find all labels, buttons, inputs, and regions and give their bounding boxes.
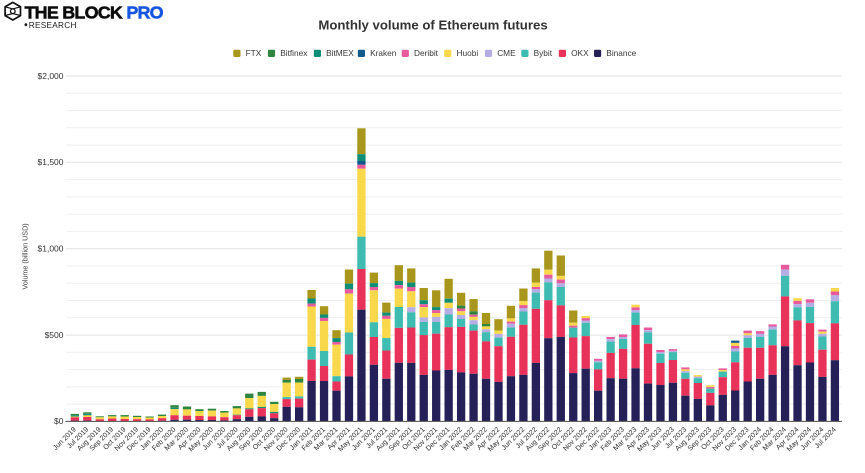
- svg-text:Binance: Binance: [606, 48, 636, 58]
- svg-text:Bitfinex: Bitfinex: [280, 48, 308, 58]
- svg-text:$1,000: $1,000: [38, 244, 64, 254]
- svg-text:$500: $500: [45, 330, 64, 340]
- svg-text:CME: CME: [497, 48, 516, 58]
- svg-text:FTX: FTX: [246, 48, 262, 58]
- svg-text:Deribit: Deribit: [414, 48, 439, 58]
- svg-text:RESEARCH: RESEARCH: [29, 21, 77, 30]
- svg-text:$2,000: $2,000: [38, 71, 64, 81]
- svg-text:$1,500: $1,500: [38, 157, 64, 167]
- svg-text:Monthly volume of Ethereum fut: Monthly volume of Ethereum futures: [318, 18, 547, 33]
- svg-text:Bybit: Bybit: [534, 48, 553, 58]
- svg-text:OKX: OKX: [571, 48, 589, 58]
- svg-text:$0: $0: [54, 416, 64, 426]
- svg-text:Volume (billion USD): Volume (billion USD): [21, 223, 30, 289]
- svg-text:Huobi: Huobi: [457, 48, 479, 58]
- svg-text:BitMEX: BitMEX: [326, 48, 354, 58]
- svg-text:THE BLOCK PRO: THE BLOCK PRO: [25, 3, 164, 23]
- svg-text:Kraken: Kraken: [370, 48, 397, 58]
